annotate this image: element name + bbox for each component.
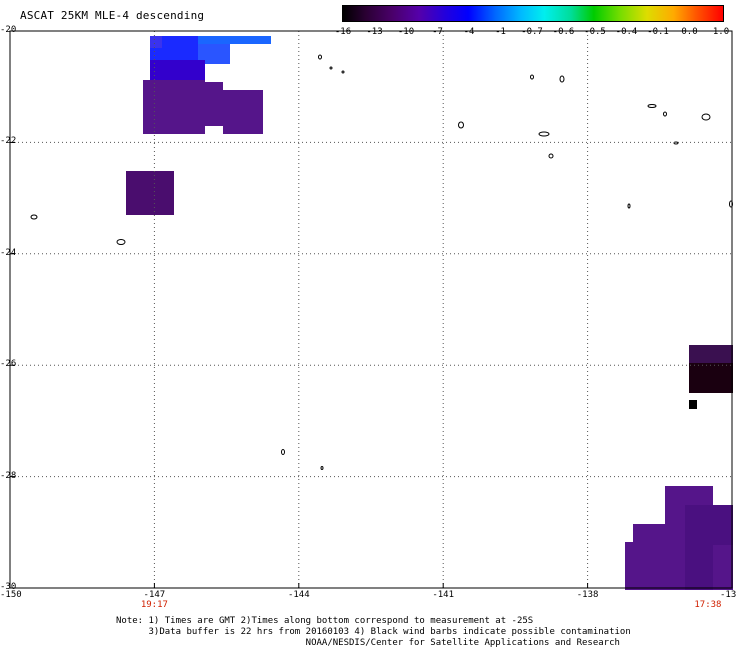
- pass-time-label: 17:38: [694, 600, 722, 610]
- color-scale-tick-label: -7: [432, 27, 443, 37]
- color-scale-tick-label: 0.0: [681, 27, 698, 37]
- longitude-label: -138: [576, 590, 599, 600]
- color-scale-tick-label: -0.5: [584, 27, 606, 37]
- lat-lon-grid: [10, 31, 732, 588]
- axis-ticks: [9, 30, 733, 589]
- data-swath-south-east: [625, 486, 733, 590]
- latitude-label: -20: [0, 25, 17, 35]
- color-scale-tick-label: -0.4: [615, 27, 638, 37]
- color-scale-tick-label: -0.6: [552, 27, 575, 37]
- map-frame: [9, 30, 733, 589]
- longitude-label: -144: [287, 590, 310, 600]
- color-scale-tick-label: -13: [366, 27, 383, 37]
- note-line-2: 3)Data buffer is 22 hrs from 20160103 4)…: [116, 627, 631, 637]
- longitude-label: -150: [0, 590, 22, 600]
- note-line-3: NOAA/NESDIS/Center for Satellite Applica…: [116, 638, 620, 648]
- data-swath-block: [126, 171, 174, 215]
- color-scale-tick-label: -1: [495, 27, 506, 37]
- color-scale-bar: [342, 5, 724, 22]
- footer-notes: Note: 1) Times are GMT 2)Times along bot…: [116, 616, 631, 649]
- pass-time-label: 19:17: [140, 600, 168, 610]
- coastline-islands: [30, 54, 733, 470]
- data-swath-east: [689, 345, 733, 409]
- latitude-label: -24: [0, 247, 17, 258]
- longitude-label: -13: [720, 590, 737, 600]
- longitude-label: -141: [432, 590, 455, 600]
- color-scale-tick-label: -4: [463, 27, 475, 37]
- color-scale-tick-label: -0.1: [647, 27, 669, 37]
- note-line-1: Note: 1) Times are GMT 2)Times along bot…: [116, 616, 534, 626]
- latitude-label: -26: [0, 359, 17, 370]
- color-scale-tick-label: -0.7: [521, 27, 543, 37]
- latitude-label: -30: [0, 582, 17, 592]
- latitude-label: -28: [0, 470, 17, 481]
- map-title: ASCAT 25KM MLE-4 descending: [20, 9, 205, 22]
- data-swath-north-west: [143, 36, 271, 134]
- longitude-label: -147: [143, 590, 166, 600]
- color-scale-tick-label: -10: [397, 27, 415, 37]
- color-scale-tick-label: 1.0: [712, 27, 730, 37]
- color-scale-tick-label: -16: [334, 27, 352, 37]
- latitude-label: -22: [0, 136, 17, 147]
